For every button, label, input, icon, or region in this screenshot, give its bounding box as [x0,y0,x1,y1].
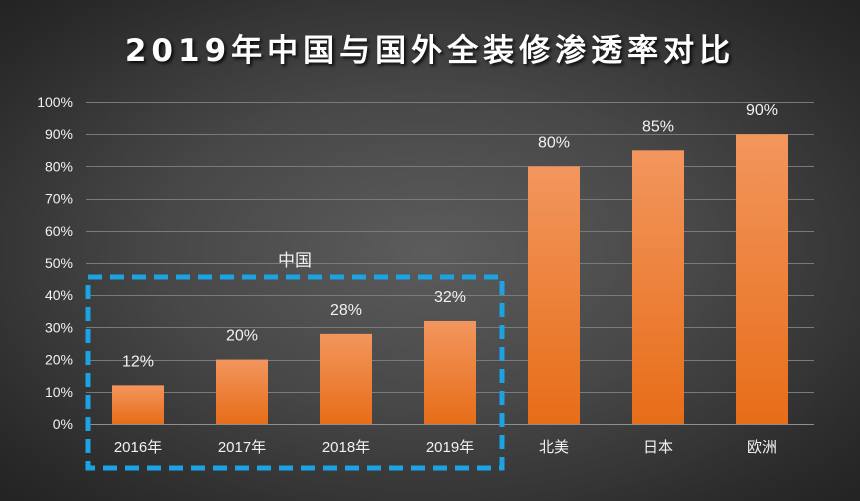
bar [528,166,580,424]
y-tick-label: 70% [45,191,73,207]
y-tick-label: 0% [53,416,73,432]
data-label: 32% [434,289,466,306]
x-tick-label: 2017年 [218,439,266,456]
data-labels: 12% 20% 28% 32% 80% 85% 90% [122,102,778,370]
y-tick-label: 100% [37,94,73,110]
bar [216,359,268,424]
bar [424,320,476,424]
data-label: 90% [746,102,778,119]
x-tick-label: 2019年 [426,439,474,456]
bar [320,333,372,424]
bar [736,134,788,424]
data-label: 85% [642,118,674,135]
group-box [85,274,505,471]
category-groups: 中国 [85,251,505,471]
y-axis: 0% 10% 20% 30% 40% 50% 60% 70% 80% 90% 100% [37,94,73,432]
data-label: 80% [538,134,570,151]
y-tick-label: 10% [45,384,73,400]
bar [112,385,164,424]
bar [632,150,684,425]
data-label: 12% [122,353,154,370]
x-tick-label: 2018年 [322,439,370,456]
y-tick-label: 30% [45,319,73,335]
x-tick-label: 日本 [643,439,673,456]
y-tick-label: 80% [45,158,73,174]
y-tick-label: 60% [45,223,73,239]
x-tick-label: 2016年 [114,439,162,456]
y-tick-label: 50% [45,255,73,271]
y-tick-label: 90% [45,126,73,142]
x-tick-label: 欧洲 [747,439,777,456]
x-tick-label: 北美 [539,439,569,456]
data-label: 20% [226,328,258,345]
y-tick-label: 40% [45,287,73,303]
chart-title: 2019年中国与国外全装修渗透率对比 [124,33,736,69]
bars [112,134,788,425]
gridlines [86,102,814,425]
y-tick-label: 20% [45,352,73,368]
group-label: 中国 [278,251,312,270]
x-axis: 2016年 2017年 2018年 2019年 北美 日本 欧洲 [114,439,777,456]
data-label: 28% [330,302,362,319]
